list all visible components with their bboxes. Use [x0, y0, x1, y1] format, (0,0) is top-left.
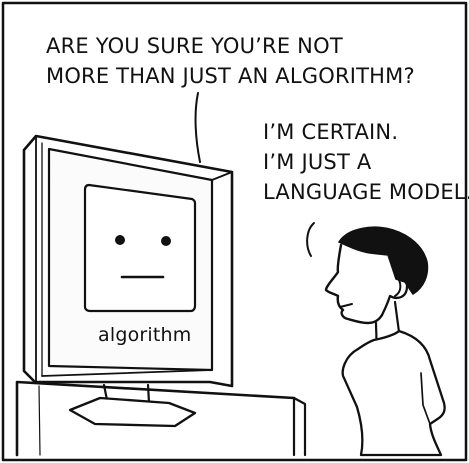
person-mouth [339, 303, 353, 308]
monitor [22, 134, 234, 428]
monitor-base [68, 396, 197, 428]
answer-line-3: LANGUAGE MODEL. [263, 180, 469, 204]
person-hair [338, 226, 429, 295]
person-arm-fold [420, 372, 431, 425]
algorithm-label: algorithm [98, 324, 192, 346]
desk [15, 380, 307, 457]
person [324, 226, 446, 457]
face-tile [83, 183, 197, 313]
answer-speech: I’M CERTAIN. I’M JUST A LANGUAGE MODEL. [263, 117, 469, 207]
question-line-2: MORE THAN JUST AN ALGORITHM? [46, 64, 415, 88]
person-ear [394, 275, 402, 297]
question-line-1: ARE YOU SURE YOU’RE NOT [46, 34, 343, 58]
answer-line-1: I’M CERTAIN. [263, 120, 399, 144]
person-face [324, 243, 384, 325]
right-eye-dot [161, 236, 171, 246]
answer-line-2: I’M JUST A [263, 150, 372, 174]
person-shirt [341, 329, 446, 457]
speech-tail-answer [306, 222, 315, 257]
speech-tail-question [194, 92, 201, 163]
person-jaw [380, 274, 409, 317]
left-eye-dot [115, 235, 125, 245]
question-speech: ARE YOU SURE YOU’RE NOT MORE THAN JUST A… [46, 31, 415, 91]
